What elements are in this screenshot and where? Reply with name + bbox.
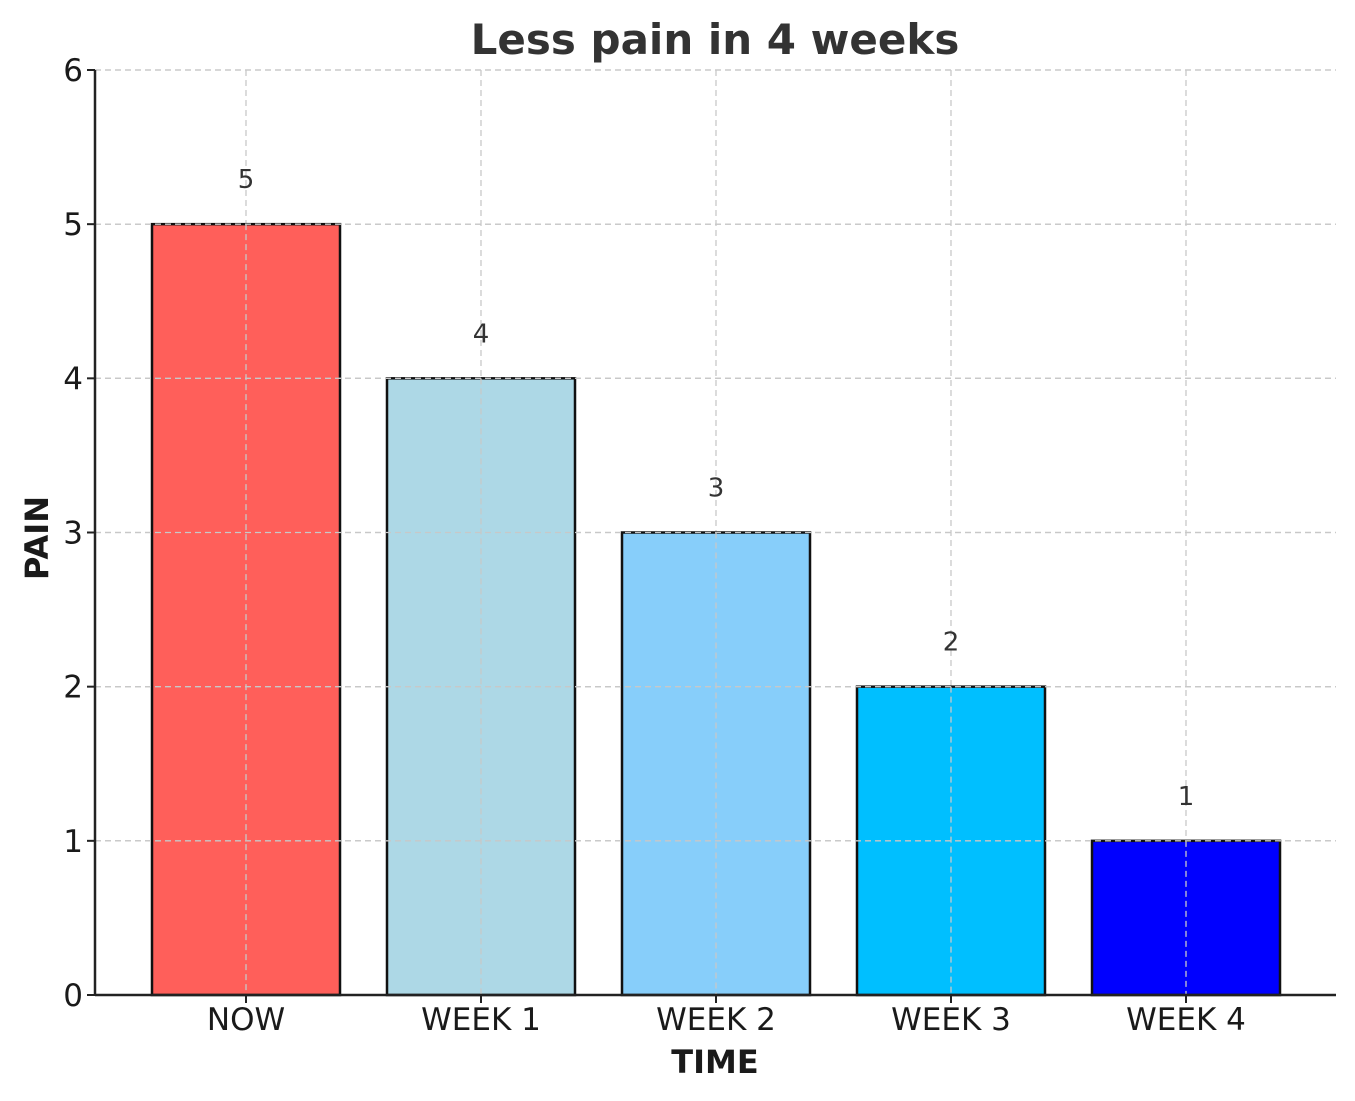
- x-tick-label: WEEK 2: [656, 1002, 776, 1038]
- x-tick-label: NOW: [207, 1002, 285, 1038]
- x-axis-ticks: NOW WEEK 1 WEEK 2 WEEK 3 WEEK 4: [207, 995, 1246, 1038]
- y-axis-label: PAIN: [18, 496, 56, 580]
- data-label: 3: [708, 474, 725, 504]
- data-label: 1: [1178, 782, 1195, 812]
- data-label: 2: [943, 628, 960, 658]
- data-label: 5: [238, 165, 255, 195]
- y-tick-label: 2: [63, 670, 83, 706]
- x-tick-label: WEEK 3: [891, 1002, 1011, 1038]
- x-axis-label: TIME: [671, 1043, 758, 1081]
- data-labels: 5 4 3 2 1: [238, 165, 1195, 812]
- data-label: 4: [473, 319, 490, 349]
- x-tick-label: WEEK 1: [421, 1002, 541, 1038]
- y-tick-label: 1: [63, 824, 83, 860]
- y-tick-label: 4: [63, 361, 83, 397]
- y-tick-label: 6: [63, 53, 83, 89]
- y-tick-label: 5: [63, 207, 83, 243]
- bars: [95, 69, 1336, 997]
- y-tick-label: 0: [63, 978, 83, 1014]
- y-axis-ticks: 0 1 2 3 4 5 6: [63, 53, 95, 1014]
- x-tick-label: WEEK 4: [1126, 1002, 1246, 1038]
- chart-title: Less pain in 4 weeks: [471, 15, 960, 64]
- y-tick-label: 3: [63, 516, 83, 552]
